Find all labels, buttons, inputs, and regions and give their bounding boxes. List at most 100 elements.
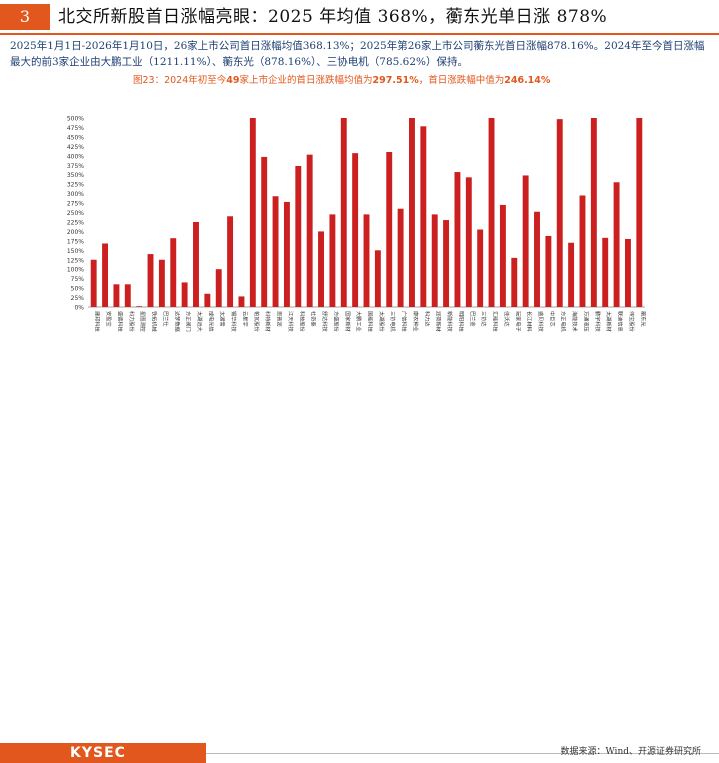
- figure-caption-part1: 2024年初至今: [164, 75, 227, 86]
- x-tick-label: 星图测控: [139, 311, 147, 332]
- section-title: 北交所新股首日涨幅亮眼：2025 年均值 368%，蘅东光单日涨 878%: [58, 7, 608, 27]
- y-tick-label: 425%: [67, 144, 84, 151]
- bar: [545, 235, 552, 307]
- x-tick-label: 锡华科技: [230, 311, 238, 332]
- y-tick-label: 150%: [67, 248, 84, 255]
- bar: [124, 284, 131, 307]
- y-tick-label: 25%: [71, 295, 85, 302]
- bar: [488, 118, 495, 307]
- x-tick-label: 太湖雪: [219, 311, 227, 327]
- bar: [113, 284, 120, 307]
- bar: [431, 214, 438, 307]
- x-tick-label: 汇能科技: [492, 311, 500, 332]
- bar: [329, 214, 336, 307]
- x-tick-label: 长江材料: [526, 311, 534, 332]
- x-tick-label: 思普润: [276, 311, 284, 327]
- figure-caption-part3: ，首日涨跌幅中值为: [418, 75, 505, 86]
- x-tick-label: 成电光信: [207, 311, 215, 332]
- y-tick-label: 0%: [74, 305, 84, 312]
- bar-chart: 0% 25% 50% 75% 100% 125% 150% 175% 200% 225% 250% 2…: [67, 116, 647, 333]
- x-tick-label: 建邦科技: [94, 311, 102, 332]
- x-tick-label: 佳沃达: [503, 311, 511, 327]
- bar: [397, 208, 404, 307]
- bar: [477, 229, 484, 307]
- figure-prefix: 图23：: [133, 75, 165, 86]
- x-tick-label: 安盈宝: [105, 311, 113, 327]
- y-tick-label: 350%: [67, 172, 84, 179]
- bar: [579, 195, 586, 307]
- bar: [420, 126, 427, 307]
- x-tick-label: 国家新材: [344, 311, 352, 332]
- bar: [158, 259, 165, 307]
- x-tick-label: 万通液压: [582, 311, 590, 332]
- x-tick-label: 云星宇: [241, 311, 249, 327]
- bar: [568, 242, 575, 307]
- y-tick-label: 275%: [67, 201, 84, 208]
- bar: [624, 238, 631, 307]
- y-tick-label: 200%: [67, 229, 84, 236]
- bar: [215, 269, 222, 307]
- x-tick-label: 社奇泰: [310, 311, 318, 327]
- x-tick-label: 舒达科技: [321, 311, 329, 332]
- x-tick-label: 康农种业: [412, 311, 420, 332]
- x-tick-label: 江天科技: [287, 311, 295, 332]
- x-tick-label: 盛贝科技: [537, 311, 545, 332]
- x-tick-label: 三协达: [480, 311, 488, 327]
- bar: [636, 118, 643, 307]
- section-header: 3 北交所新股首日涨幅亮眼：2025 年均值 368%，蘅东光单日涨 878%: [0, 0, 719, 35]
- y-tick-label: 475%: [67, 125, 84, 132]
- x-tick-label: 科特新材: [264, 311, 272, 332]
- x-tick-label: 海能技术: [571, 311, 579, 332]
- x-tick-label: 太湖股份: [378, 311, 386, 333]
- x-tick-label: 盛德科技: [116, 311, 124, 332]
- bar: [136, 306, 143, 307]
- x-tick-label: 明阳科技: [457, 311, 465, 332]
- x-tick-label: 达梦数据: [173, 311, 181, 332]
- y-tick-label: 175%: [67, 238, 84, 245]
- footer: KYSEC 数据来源：Wind、开源证券研究所: [0, 370, 719, 763]
- bar: [613, 182, 620, 307]
- x-tick-label: 方正阀门: [185, 311, 193, 332]
- bar: [363, 214, 370, 307]
- y-tick-label: 225%: [67, 219, 84, 226]
- bar: [602, 237, 609, 307]
- x-tick-label: 帕瓦股份: [253, 311, 261, 333]
- bar: [443, 220, 450, 307]
- bar: [147, 254, 154, 307]
- x-tick-label: 蘅东光: [639, 311, 647, 327]
- bar: [522, 175, 529, 307]
- bar: [227, 216, 234, 307]
- y-tick-label: 450%: [67, 134, 84, 141]
- figure-caption: 图23：2024年初至今49家上市企业的首日涨跌幅均值为297.51%，首日涨跌…: [133, 72, 550, 86]
- y-tick-label: 325%: [67, 182, 84, 189]
- x-tick-label: 方正电机: [560, 311, 568, 333]
- y-tick-label: 125%: [67, 257, 84, 264]
- x-tick-label: 国能科技: [367, 311, 375, 332]
- bar: [204, 293, 211, 307]
- x-tick-label: 方盛股份: [332, 311, 340, 333]
- bar: [261, 156, 268, 307]
- bar: [306, 154, 313, 307]
- bar: [465, 177, 472, 307]
- x-tick-label: 科技股份: [298, 311, 306, 333]
- y-tick-label: 300%: [67, 191, 84, 198]
- bar: [590, 118, 597, 307]
- x-tick-label: 新能科技: [446, 311, 454, 332]
- y-tick-label: 400%: [67, 153, 84, 160]
- y-tick-label: 500%: [67, 116, 84, 123]
- bar: [499, 204, 506, 307]
- y-tick-label: 100%: [67, 267, 84, 274]
- header-divider: [0, 33, 719, 35]
- bar: [352, 153, 359, 307]
- bar: [534, 211, 540, 307]
- bar: [409, 118, 415, 307]
- x-tick-label: 联迪信息: [617, 311, 625, 332]
- bar: [272, 196, 279, 307]
- bar: [340, 118, 347, 307]
- summary-paragraph: 2025年1月1日-2026年1月10日，26家上市公司首日涨幅均值368.13…: [10, 40, 705, 68]
- kysec-logo: KYSEC: [70, 745, 126, 761]
- y-tick-label: 50%: [71, 286, 85, 293]
- figure-caption-part2: 家上市企业的首日涨跌幅均值为: [239, 75, 373, 86]
- bar: [170, 238, 177, 307]
- bar: [454, 172, 461, 307]
